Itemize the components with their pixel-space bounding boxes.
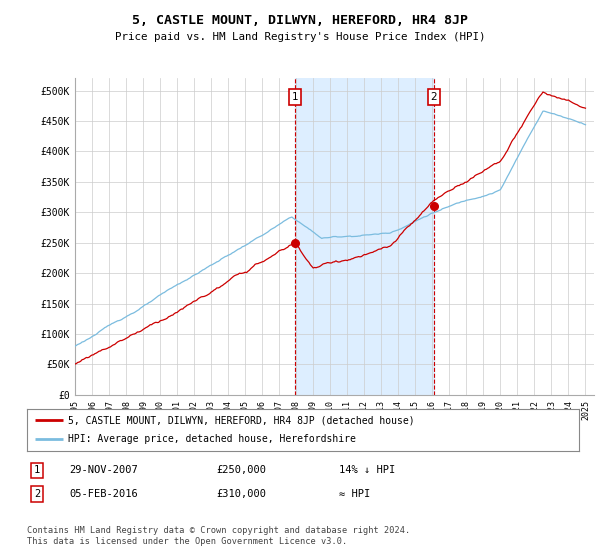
Text: 05-FEB-2016: 05-FEB-2016	[69, 489, 138, 499]
Text: 5, CASTLE MOUNT, DILWYN, HEREFORD, HR4 8JP (detached house): 5, CASTLE MOUNT, DILWYN, HEREFORD, HR4 8…	[68, 415, 415, 425]
Text: 5, CASTLE MOUNT, DILWYN, HEREFORD, HR4 8JP: 5, CASTLE MOUNT, DILWYN, HEREFORD, HR4 8…	[132, 14, 468, 27]
Text: 14% ↓ HPI: 14% ↓ HPI	[339, 465, 395, 475]
Text: 2: 2	[34, 489, 40, 499]
Text: £310,000: £310,000	[216, 489, 266, 499]
Text: ≈ HPI: ≈ HPI	[339, 489, 370, 499]
Text: HPI: Average price, detached house, Herefordshire: HPI: Average price, detached house, Here…	[68, 435, 356, 445]
Text: 29-NOV-2007: 29-NOV-2007	[69, 465, 138, 475]
Text: Price paid vs. HM Land Registry's House Price Index (HPI): Price paid vs. HM Land Registry's House …	[115, 32, 485, 43]
Text: 2: 2	[431, 92, 437, 102]
Text: £250,000: £250,000	[216, 465, 266, 475]
Text: 1: 1	[34, 465, 40, 475]
Text: 1: 1	[292, 92, 298, 102]
Text: Contains HM Land Registry data © Crown copyright and database right 2024.
This d: Contains HM Land Registry data © Crown c…	[27, 526, 410, 546]
Bar	[295, 78, 434, 395]
